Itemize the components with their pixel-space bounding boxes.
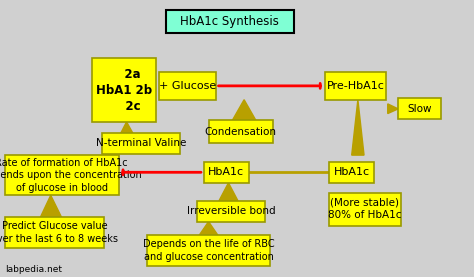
FancyBboxPatch shape (102, 133, 180, 154)
FancyBboxPatch shape (92, 58, 156, 122)
FancyBboxPatch shape (147, 235, 270, 266)
Text: + Glucose: + Glucose (159, 81, 216, 91)
Text: HbA1c: HbA1c (208, 167, 245, 178)
Text: 2a
HbA1 2b
    2c: 2a HbA1 2b 2c (96, 68, 153, 112)
FancyBboxPatch shape (204, 162, 249, 183)
FancyBboxPatch shape (329, 162, 374, 183)
FancyBboxPatch shape (166, 10, 294, 33)
Polygon shape (199, 222, 218, 235)
Polygon shape (232, 100, 256, 120)
Polygon shape (40, 195, 62, 217)
Text: HbA1c Synthesis: HbA1c Synthesis (181, 15, 279, 28)
Text: Slow: Slow (407, 104, 432, 114)
FancyBboxPatch shape (398, 98, 441, 119)
Text: Rate of formation of HbA1c
depends upon the concentration
of glucose in blood: Rate of formation of HbA1c depends upon … (0, 158, 142, 193)
FancyBboxPatch shape (325, 72, 386, 100)
Text: Condensation: Condensation (205, 127, 276, 137)
Polygon shape (352, 100, 364, 155)
FancyBboxPatch shape (209, 120, 273, 143)
FancyBboxPatch shape (5, 155, 118, 195)
Text: N-terminal Valine: N-terminal Valine (96, 138, 186, 148)
Text: Pre-HbA1c: Pre-HbA1c (327, 81, 384, 91)
Polygon shape (388, 104, 398, 114)
Text: (More stable)
80% of HbA1c: (More stable) 80% of HbA1c (328, 198, 402, 220)
Text: labpedia.net: labpedia.net (5, 265, 62, 274)
Text: HbA1c: HbA1c (334, 167, 370, 178)
Polygon shape (121, 122, 133, 133)
Text: Predict Glucose value
over the last 6 to 8 weeks: Predict Glucose value over the last 6 to… (0, 222, 118, 244)
FancyBboxPatch shape (5, 217, 104, 248)
Text: Depends on the life of RBC
and glucose concentration: Depends on the life of RBC and glucose c… (143, 240, 274, 262)
FancyBboxPatch shape (329, 193, 401, 226)
FancyBboxPatch shape (197, 201, 265, 222)
Polygon shape (219, 183, 238, 201)
Text: Irreversible bond: Irreversible bond (187, 206, 275, 216)
FancyBboxPatch shape (159, 72, 216, 100)
